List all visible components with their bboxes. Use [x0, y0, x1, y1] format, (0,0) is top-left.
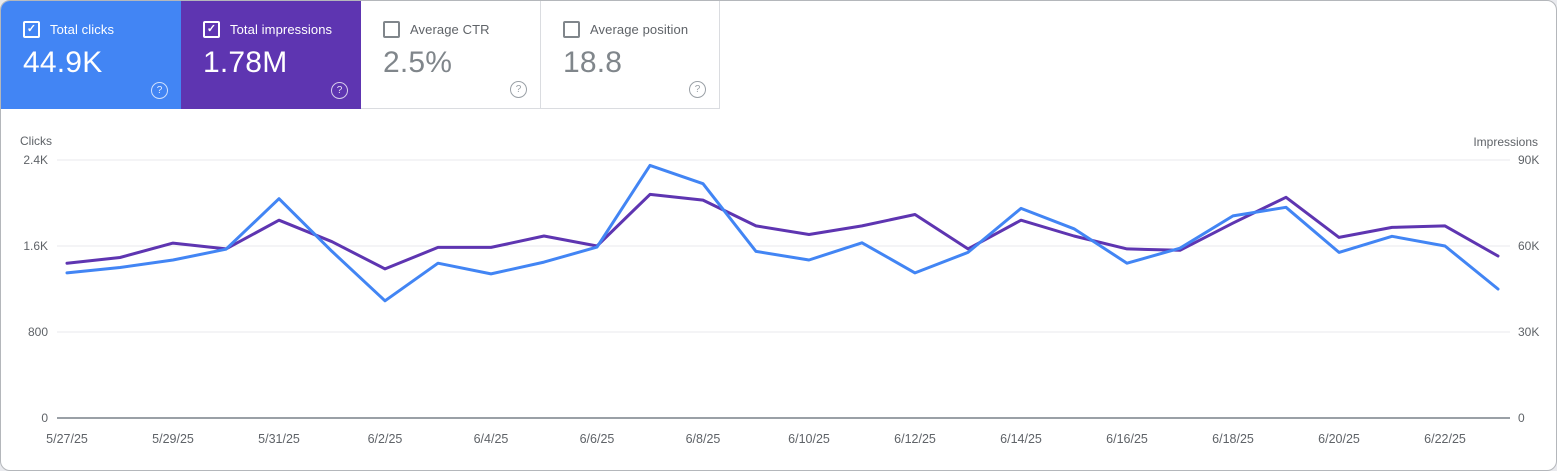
- card-header: ✓ Total impressions: [181, 1, 361, 38]
- date-label: 6/10/25: [788, 432, 830, 446]
- date-label: 6/20/25: [1318, 432, 1360, 446]
- left-axis-tick-label: 800: [28, 325, 48, 339]
- metric-cards: ✓ Total clicks 44.9K ? ✓ Total impressio…: [1, 1, 720, 109]
- clicks-line: [65, 163, 1500, 303]
- card-header: Average position: [541, 1, 719, 38]
- right-axis-tick-label: 0: [1518, 411, 1525, 425]
- help-icon[interactable]: ?: [510, 81, 527, 98]
- card-header: ✓ Total clicks: [1, 1, 181, 38]
- checkbox-unchecked-icon[interactable]: [563, 21, 580, 38]
- date-label: 6/18/25: [1212, 432, 1254, 446]
- card-value: 1.78M: [203, 46, 288, 79]
- date-label: 6/6/25: [580, 432, 615, 446]
- card-label: Total clicks: [50, 22, 115, 37]
- card-label: Average CTR: [410, 22, 490, 37]
- card-value: 2.5%: [383, 46, 453, 79]
- card-value: 18.8: [563, 46, 623, 79]
- left-axis-tick-label: 2.4K: [23, 153, 48, 167]
- date-label: 6/14/25: [1000, 432, 1042, 446]
- right-axis-title: Impressions: [1473, 135, 1538, 149]
- right-axis-tick-label: 60K: [1518, 239, 1539, 253]
- impressions-line: [65, 192, 1500, 271]
- metric-card-average-position[interactable]: Average position 18.8 ?: [541, 1, 720, 109]
- metric-card-average-ctr[interactable]: Average CTR 2.5% ?: [361, 1, 541, 109]
- date-label: 6/2/25: [368, 432, 403, 446]
- card-label: Average position: [590, 22, 689, 37]
- date-label: 6/4/25: [474, 432, 509, 446]
- card-header: Average CTR: [361, 1, 540, 38]
- left-axis-tick-label: 1.6K: [23, 239, 48, 253]
- left-axis-tick-label: 0: [41, 411, 48, 425]
- card-label: Total impressions: [230, 22, 333, 37]
- left-axis-title: Clicks: [20, 134, 52, 148]
- date-label: 5/31/25: [258, 432, 300, 446]
- help-icon[interactable]: ?: [689, 81, 706, 98]
- metric-card-total-clicks[interactable]: ✓ Total clicks 44.9K ?: [1, 1, 181, 109]
- date-label: 5/29/25: [152, 432, 194, 446]
- help-icon[interactable]: ?: [331, 82, 348, 99]
- date-label: 6/16/25: [1106, 432, 1148, 446]
- right-axis-tick-label: 90K: [1518, 153, 1539, 167]
- metric-card-total-impressions[interactable]: ✓ Total impressions 1.78M ?: [181, 1, 361, 109]
- help-icon[interactable]: ?: [151, 82, 168, 99]
- card-value: 44.9K: [23, 46, 103, 79]
- date-label: 5/27/25: [46, 432, 88, 446]
- checkbox-checked-icon[interactable]: ✓: [203, 21, 220, 38]
- right-axis-tick-label: 30K: [1518, 325, 1539, 339]
- date-label: 6/22/25: [1424, 432, 1466, 446]
- date-label: 6/8/25: [686, 432, 721, 446]
- checkbox-unchecked-icon[interactable]: [383, 21, 400, 38]
- checkbox-checked-icon[interactable]: ✓: [23, 21, 40, 38]
- date-label: 6/12/25: [894, 432, 936, 446]
